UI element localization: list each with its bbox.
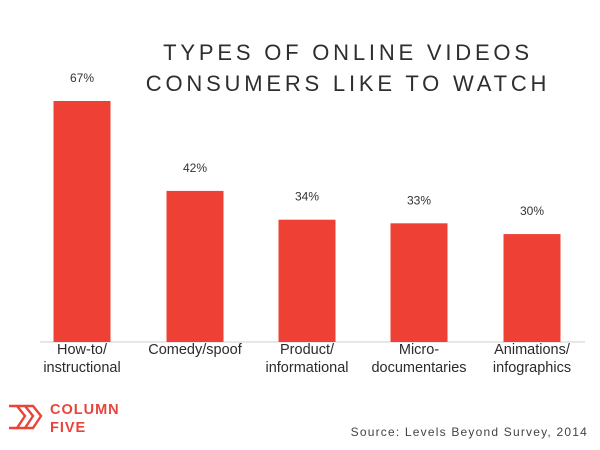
logo-text-line-1: COLUMN xyxy=(50,402,120,418)
chart-title-line-2: CONSUMERS LIKE TO WATCH xyxy=(145,71,551,96)
column-five-logo-mark xyxy=(9,404,43,430)
category-label-1-line-2: instructional xyxy=(43,360,120,376)
category-label-2-line-1: Comedy/spoof xyxy=(148,342,242,358)
bar-2 xyxy=(166,190,224,342)
category-label-4-line-2: documentaries xyxy=(371,360,466,376)
column-five-logo-text: COLUMN FIVE xyxy=(50,401,120,437)
category-label-3: Product/informational xyxy=(265,342,348,376)
source-note: Source: Levels Beyond Survey, 2014 xyxy=(350,425,588,439)
value-label-1: 67% xyxy=(70,71,94,85)
bars-group: 67% How-to/instructional 42% Comedy/spoof 34… xyxy=(43,71,571,376)
category-label-1: How-to/instructional xyxy=(43,342,120,376)
logo-text-line-2: FIVE xyxy=(50,420,87,436)
category-label-5-line-1: Animations/ xyxy=(494,342,571,358)
category-label-3-line-1: Product/ xyxy=(280,342,335,358)
column-five-logo: COLUMN FIVE xyxy=(6,398,146,438)
category-label-4: Micro-documentaries xyxy=(371,342,466,376)
value-label-2: 42% xyxy=(183,161,207,175)
category-label-5-line-2: infographics xyxy=(493,360,571,376)
value-label-4: 33% xyxy=(407,193,431,207)
category-label-1-line-1: How-to/ xyxy=(57,342,108,358)
chart-title: TYPES OF ONLINE VIDEOS CONSUMERS LIKE TO… xyxy=(128,37,568,99)
value-label-5: 30% xyxy=(520,204,544,218)
category-label-5: Animations/infographics xyxy=(493,342,571,376)
chart-title-line-1: TYPES OF ONLINE VIDEOS xyxy=(163,40,533,65)
bar-3 xyxy=(278,219,336,342)
bar-1 xyxy=(53,101,111,342)
bar-4 xyxy=(390,223,448,342)
category-label-3-line-2: informational xyxy=(265,360,348,376)
value-label-3: 34% xyxy=(295,190,319,204)
bar-5 xyxy=(503,234,561,342)
category-label-4-line-1: Micro- xyxy=(399,342,439,358)
category-label-2: Comedy/spoof xyxy=(148,342,242,358)
